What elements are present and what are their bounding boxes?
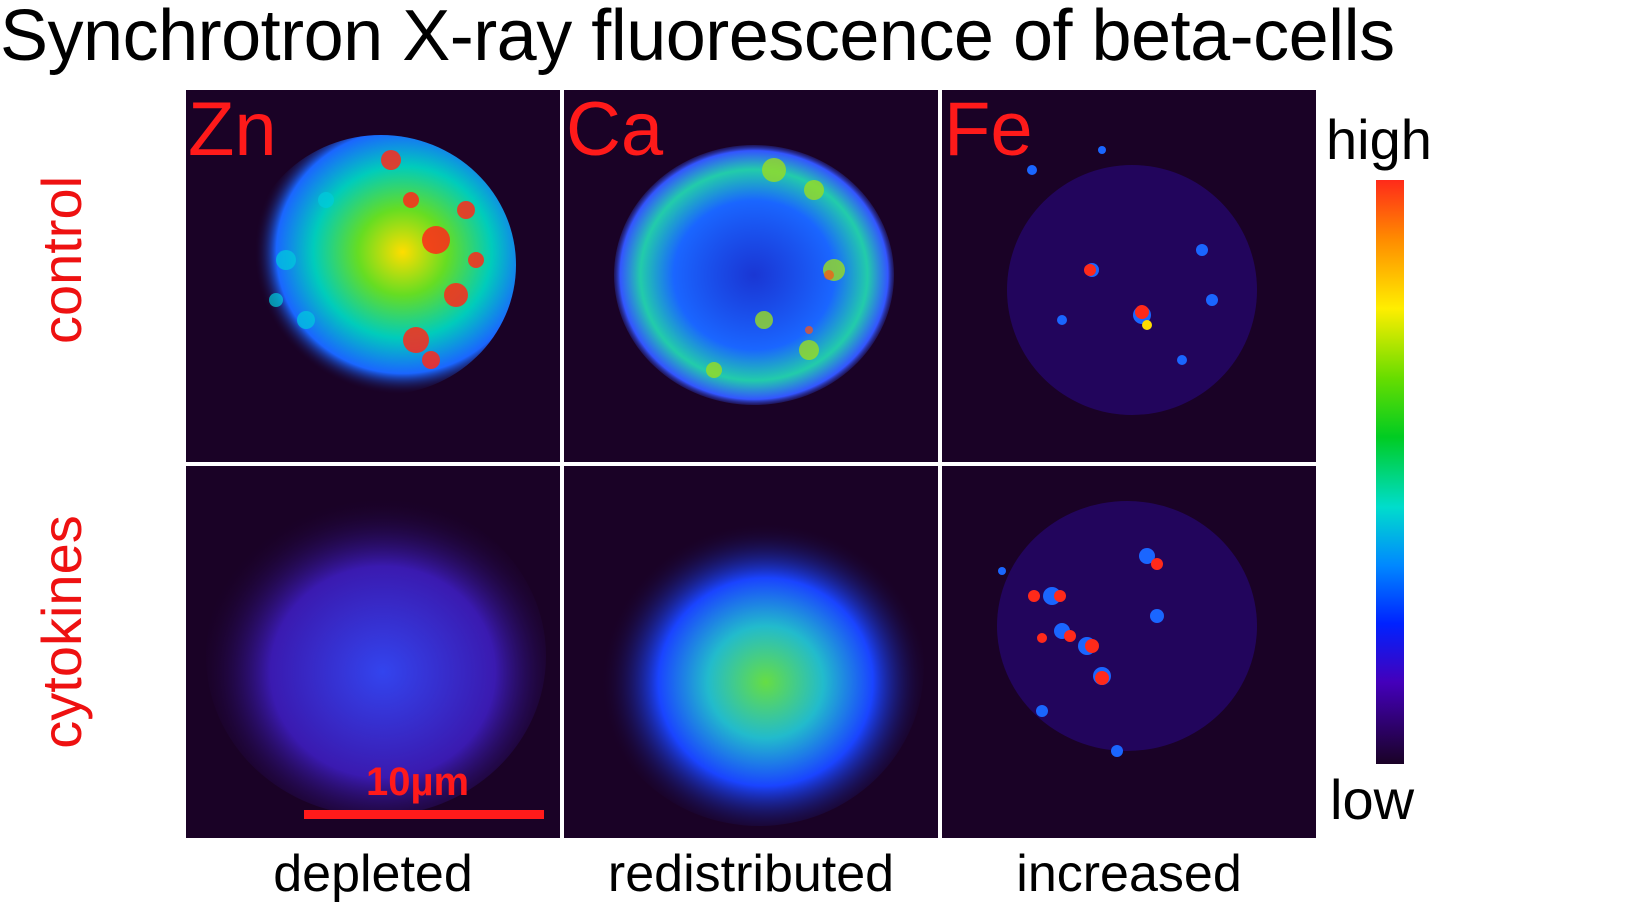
element-label-zn: Zn xyxy=(188,90,277,172)
panel-control-zn: Zn xyxy=(186,90,560,462)
element-label-ca: Ca xyxy=(566,90,664,172)
panel-cytokines-ca xyxy=(564,466,938,838)
figure-title: Synchrotron X-ray fluorescence of beta-c… xyxy=(0,0,1395,76)
fluorescence-map-control-zn xyxy=(246,135,516,395)
image-grid: Zn xyxy=(186,90,1316,840)
panel-cytokines-zn: 10µm xyxy=(186,466,560,838)
scale-bar xyxy=(304,810,544,819)
fluorescence-map-control-ca xyxy=(614,145,894,405)
fluorescence-map-control-fe xyxy=(1007,146,1257,415)
panel-cytokines-fe xyxy=(942,466,1316,838)
row-label-cytokines: cytokines xyxy=(30,515,93,749)
colorbar-high-label: high xyxy=(1326,108,1432,171)
fluorescence-map-cytokines-zn xyxy=(206,496,546,816)
fluorescence-map-cytokines-ca xyxy=(594,506,924,826)
panel-control-ca: Ca xyxy=(564,90,938,462)
fluorescence-map-cytokines-fe xyxy=(997,501,1257,757)
colorbar-gradient xyxy=(1376,180,1404,764)
scale-bar-label: 10µm xyxy=(366,760,470,804)
column-caption-ca: redistributed xyxy=(607,845,895,903)
panel-control-fe: Fe xyxy=(942,90,1316,462)
column-caption-fe: increased xyxy=(1016,845,1242,903)
row-label-control: control xyxy=(30,175,93,345)
colorbar: high low xyxy=(1318,100,1458,840)
element-label-fe: Fe xyxy=(944,90,1033,172)
column-caption-zn: depleted xyxy=(273,845,473,903)
colorbar-low-label: low xyxy=(1330,768,1415,831)
